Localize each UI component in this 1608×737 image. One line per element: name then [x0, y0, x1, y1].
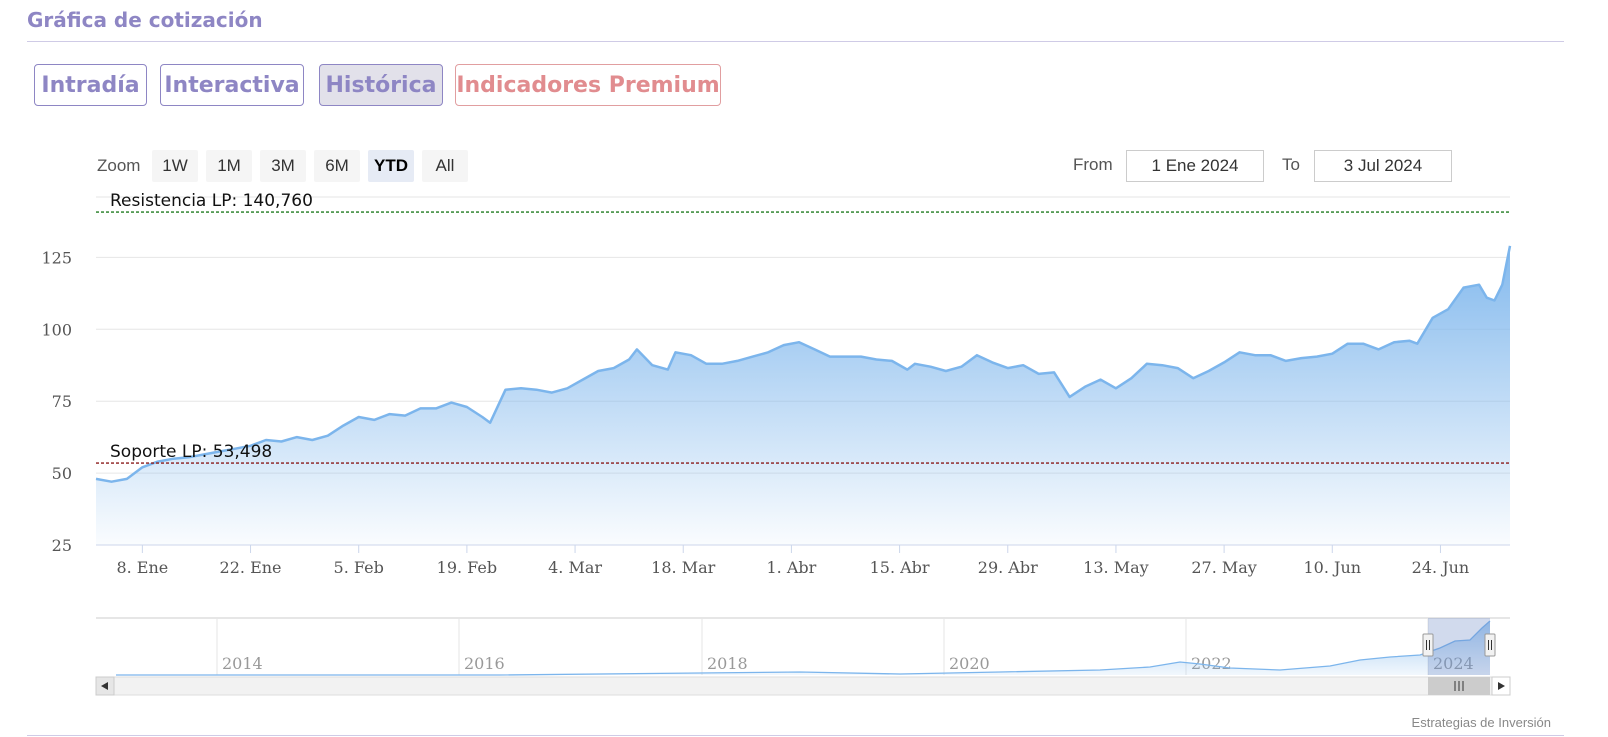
x-tick-label: 18. Mar	[651, 558, 715, 577]
x-tick-label: 15. Abr	[870, 558, 930, 577]
navigator-left-handle[interactable]	[1422, 633, 1434, 657]
navigator-year-label: 2020	[949, 654, 990, 673]
range-to-input[interactable]: 3 Jul 2024	[1314, 150, 1452, 182]
handle-box	[1422, 633, 1434, 657]
zoom-all-button[interactable]: All	[422, 150, 468, 182]
tab-historica[interactable]: Histórica	[319, 64, 443, 106]
navigator-year-label: 2016	[464, 654, 505, 673]
x-tick-label: 5. Feb	[334, 558, 384, 577]
x-tick-label: 19. Feb	[437, 558, 497, 577]
x-tick-label: 29. Abr	[978, 558, 1038, 577]
chart-credits[interactable]: Estrategias de Inversión	[1411, 715, 1551, 730]
y-tick-label: 125	[41, 248, 72, 267]
y-tick-label: 75	[52, 392, 72, 411]
y-tick-label: 25	[52, 536, 72, 555]
range-from-label: From	[1073, 155, 1113, 174]
tab-indicadores-premium[interactable]: Indicadores Premium	[455, 64, 721, 106]
title-divider	[27, 41, 1564, 42]
support-label: Soporte LP: 53,498	[110, 442, 272, 462]
page-title: Gráfica de cotización	[27, 8, 263, 32]
tab-intradia[interactable]: Intradía	[34, 64, 147, 106]
navigator-area	[116, 621, 1490, 675]
resistance-label: Resistencia LP: 140,760	[110, 191, 313, 211]
x-tick-label: 4. Mar	[548, 558, 602, 577]
x-tick-label: 10. Jun	[1304, 558, 1362, 577]
navigator-line	[116, 620, 1491, 676]
x-tick-label: 8. Ene	[116, 558, 168, 577]
zoom-label: Zoom	[97, 156, 141, 175]
zoom-6m-button[interactable]: 6M	[314, 150, 360, 182]
price-area	[96, 245, 1510, 545]
x-tick-label: 24. Jun	[1412, 558, 1470, 577]
bottom-divider	[27, 735, 1564, 736]
range-to-label: To	[1282, 155, 1300, 174]
zoom-3m-button[interactable]: 3M	[260, 150, 306, 182]
scrollbar-right-button[interactable]	[1491, 676, 1511, 696]
y-tick-label: 50	[52, 464, 72, 483]
navigator-year-label: 2014	[222, 654, 263, 673]
handle-box	[1484, 633, 1496, 657]
scrollbar-track	[95, 676, 1511, 696]
x-tick-label: 22. Ene	[220, 558, 282, 577]
zoom-1w-button[interactable]: 1W	[152, 150, 198, 182]
y-tick-label: 100	[41, 320, 72, 339]
navigator-right-handle[interactable]	[1484, 633, 1496, 657]
zoom-1m-button[interactable]: 1M	[206, 150, 252, 182]
arrow-right-icon	[1498, 682, 1505, 690]
scrollbar-left-button[interactable]	[95, 676, 115, 696]
arrow-left-icon	[101, 682, 108, 690]
navigator-selection	[1428, 618, 1490, 675]
x-tick-label: 27. May	[1191, 558, 1257, 577]
x-tick-label: 1. Abr	[767, 558, 817, 577]
tab-interactiva[interactable]: Interactiva	[160, 64, 304, 106]
zoom-ytd-button[interactable]: YTD	[368, 150, 414, 182]
x-tick-label: 13. May	[1083, 558, 1149, 577]
navigator-year-label: 2018	[707, 654, 748, 673]
range-from-input[interactable]: 1 Ene 2024	[1126, 150, 1264, 182]
price-line	[95, 245, 1512, 483]
